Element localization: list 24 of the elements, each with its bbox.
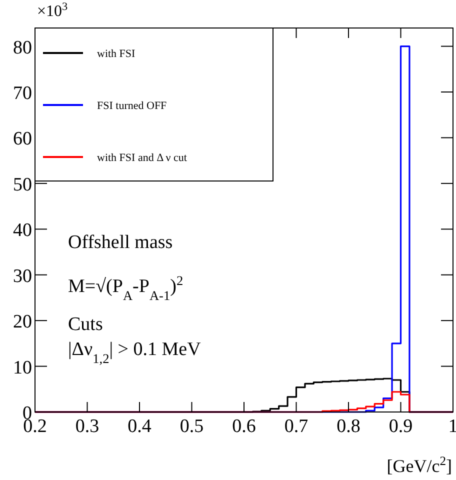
x-axis-title: [GeV/c$^{2}$]: [386, 454, 452, 476]
y-tick-label: 60: [13, 128, 32, 150]
x-tick-label: 0.6: [232, 416, 256, 437]
x-tick-label: 0.8: [336, 416, 360, 437]
y-tick-label: 80: [13, 37, 32, 58]
annotation: Cuts: [68, 314, 103, 335]
y-tick-label: 40: [13, 220, 32, 242]
x-tick-label: 0.7: [284, 416, 308, 437]
y-tick-label: 70: [13, 83, 32, 104]
y-tick-label: 10: [13, 357, 32, 378]
annotation: |Δν$_{1,2}$| > 0.1 MeV: [68, 339, 202, 366]
x-tick-label: 0.5: [180, 416, 204, 437]
x-tick-label: 0.4: [128, 416, 152, 437]
y-tick-label: 20: [13, 312, 32, 333]
annotation: M=√(P$_{A}$-P$_{A-1}$)$^{2}$: [68, 272, 184, 302]
legend-label: with FSI and Δ ν cut: [97, 152, 187, 164]
legend-label: FSI turned OFF: [97, 100, 167, 112]
text: ×10$^{3}$: [37, 1, 68, 20]
x-tick-label: 0.9: [388, 416, 413, 437]
legend-label: with FSI: [97, 48, 136, 60]
y-tick-label: 30: [13, 266, 32, 287]
y-tick-label: 50: [13, 174, 32, 196]
x-tick-label: 0.3: [75, 416, 100, 437]
annotation: Offshell mass: [68, 232, 173, 253]
